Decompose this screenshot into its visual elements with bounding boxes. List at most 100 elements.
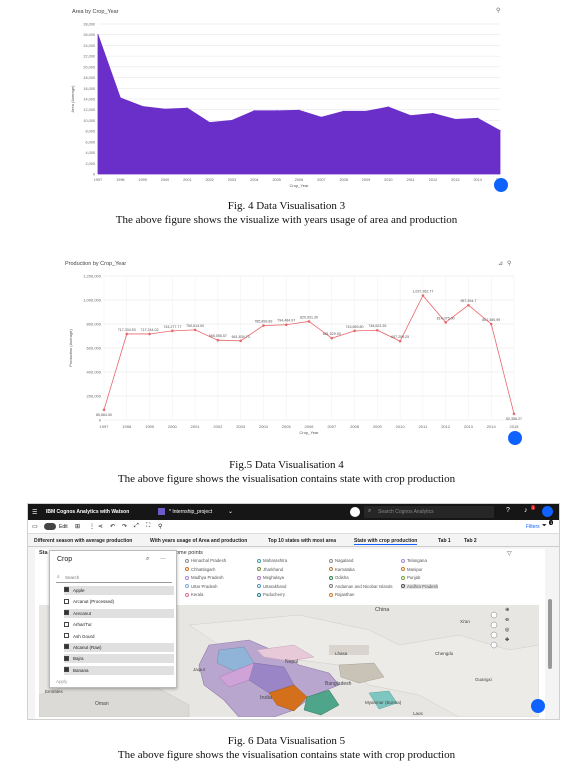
apply-button[interactable]: Apply: [56, 679, 68, 684]
tab-2[interactable]: Tab 2: [464, 538, 477, 544]
more-icon[interactable]: …: [160, 555, 166, 561]
crop-list-item[interactable]: Apple: [64, 586, 174, 595]
chat-assistant-icon[interactable]: [531, 699, 545, 713]
legend-item[interactable]: Rajasthan: [329, 592, 354, 597]
legend-label: Madhya Pradesh: [191, 575, 224, 580]
avatar[interactable]: [542, 506, 553, 517]
legend-item[interactable]: Jharkhand: [257, 567, 283, 572]
data-label: 814,075.00: [437, 316, 455, 320]
pin-icon[interactable]: ⚲: [496, 8, 501, 14]
share-icon[interactable]: ⋖: [98, 524, 104, 530]
legend-item[interactable]: Odisha: [329, 575, 349, 580]
legend-label: Odisha: [335, 575, 349, 580]
tab-top-10-states[interactable]: Top 10 states with most area: [268, 538, 336, 544]
legend-item[interactable]: Nagaland: [329, 558, 353, 563]
tab-state-crop-production[interactable]: State with crop production: [354, 538, 418, 545]
checkbox-empty-icon[interactable]: [64, 632, 69, 638]
layout-icon[interactable]: ⊞: [75, 524, 81, 530]
data-point: [467, 303, 470, 307]
more-icon[interactable]: ⋮: [89, 524, 95, 530]
recenter-icon[interactable]: ◎: [505, 628, 510, 633]
x-tick-label: 2008: [339, 178, 347, 182]
menu-icon[interactable]: ☰: [32, 510, 38, 516]
crop-item-label: Bajra: [73, 656, 84, 662]
legend-label: Uttarakhand: [263, 583, 287, 589]
filters-label[interactable]: Filters: [526, 524, 540, 530]
crop-search-input[interactable]: ⌕ Search: [56, 574, 172, 583]
tab-1[interactable]: Tab 1: [438, 538, 451, 544]
fullscreen-icon[interactable]: ⛶: [146, 523, 151, 529]
pan-icon[interactable]: ✥: [505, 638, 510, 643]
legend-item[interactable]: Uttarakhand: [257, 584, 286, 589]
chat-assistant-icon[interactable]: [494, 178, 508, 192]
pin-icon[interactable]: ⚲: [158, 524, 163, 530]
checkbox-checked-icon[interactable]: [64, 667, 69, 673]
redo-icon[interactable]: ↷: [122, 524, 128, 530]
checkbox-checked-icon[interactable]: [64, 644, 69, 650]
checkbox-checked-icon[interactable]: [64, 587, 69, 593]
legend-item[interactable]: Himachal Pradesh: [185, 558, 226, 563]
y-tick-label: 10,000: [83, 119, 95, 123]
legend-item[interactable]: Madhya Pradesh: [185, 575, 224, 580]
x-tick-label: 2009: [362, 178, 370, 182]
scrollbar[interactable]: [548, 599, 552, 669]
legend-item[interactable]: Punjab: [401, 575, 420, 580]
checkbox-empty-icon[interactable]: [64, 621, 69, 627]
x-tick-label: 2003: [228, 178, 236, 182]
pin-icon[interactable]: ⚲: [507, 261, 512, 267]
legend-item[interactable]: Maharashtra: [257, 558, 287, 563]
crop-list-item[interactable]: Atcanut (Raw): [64, 643, 174, 652]
crop-list-item[interactable]: Bajra: [64, 654, 174, 664]
legend-item[interactable]: Andaman and Nicobar Islands: [329, 584, 393, 589]
crop-list-item[interactable]: Arcanut (Processed): [64, 597, 174, 606]
crop-list-item[interactable]: Arhar/Tur: [64, 620, 174, 629]
x-tick-label: 1998: [116, 178, 124, 182]
legend-item[interactable]: Puducherry: [257, 592, 285, 597]
tab-years-usage[interactable]: With years usage of Area and production: [150, 538, 248, 544]
legend-item[interactable]: Andhra Pradesh: [401, 583, 439, 589]
filter-icon[interactable]: ⏷: [542, 523, 547, 529]
edit-toggle[interactable]: [44, 523, 56, 530]
map-legend: Himachal Pradesh Chhattisgarh Madhya Prade…: [185, 558, 505, 604]
search-bar[interactable]: ⌕ Search Cognos Analytics: [364, 506, 494, 518]
crop-list: Apple Arcanut (Processed) Arecanut Arhar/Tu…: [50, 586, 178, 678]
zoom-out-icon[interactable]: ⊖: [505, 618, 510, 623]
x-tick-label: 2014: [487, 424, 497, 429]
legend-item[interactable]: Kerala: [185, 592, 203, 597]
legend-item[interactable]: Manipur: [401, 567, 423, 572]
checkbox-checked-icon[interactable]: [64, 610, 69, 616]
chart-type-icon[interactable]: ⊿: [498, 261, 504, 267]
crop-list-item[interactable]: Ash Gourd: [64, 632, 174, 641]
crop-list-item[interactable]: Arecanut: [64, 608, 174, 618]
undo-icon[interactable]: ↶: [110, 524, 116, 530]
map-label-india: India: [260, 695, 272, 701]
y-tick-label: 400,000: [87, 370, 102, 375]
legend-item[interactable]: Meghalaya: [257, 575, 284, 580]
chat-assistant-icon[interactable]: [508, 431, 522, 445]
checkbox-empty-icon[interactable]: [64, 598, 69, 604]
legend-item[interactable]: Telangana: [401, 558, 427, 563]
legend-item[interactable]: Karnataka: [329, 567, 355, 572]
crop-item-label: Arecanut: [73, 610, 92, 616]
legend-label: Meghalaya: [263, 575, 285, 580]
user-initial-icon[interactable]: [350, 507, 360, 517]
x-tick-label: 2010: [396, 424, 406, 429]
data-point: [454, 118, 456, 120]
bell-icon[interactable]: ♪: [524, 507, 528, 514]
panel-toggle-icon[interactable]: ▭: [32, 524, 38, 530]
map-label-lhasa: Lhasa: [335, 651, 348, 656]
search-icon[interactable]: ⌕: [146, 556, 150, 562]
legend-item[interactable]: Uttar Pradesh: [185, 584, 218, 589]
expand-icon[interactable]: ⤢: [134, 523, 139, 529]
data-label: 750,614.00: [186, 324, 204, 328]
crop-search-placeholder: Search: [65, 575, 80, 580]
tab-different-season[interactable]: Different season with average production: [34, 538, 133, 544]
filter-icon[interactable]: ▽: [507, 551, 512, 557]
project-name[interactable]: * Internship_project: [169, 509, 213, 515]
checkbox-checked-icon[interactable]: [64, 655, 69, 661]
crop-list-item[interactable]: Banana: [64, 665, 174, 675]
help-icon[interactable]: ?: [506, 507, 510, 514]
legend-item[interactable]: Chhattisgarh: [185, 567, 215, 572]
chevron-down-icon[interactable]: ⌄: [228, 509, 234, 515]
zoom-in-icon[interactable]: ⊕: [505, 608, 510, 613]
